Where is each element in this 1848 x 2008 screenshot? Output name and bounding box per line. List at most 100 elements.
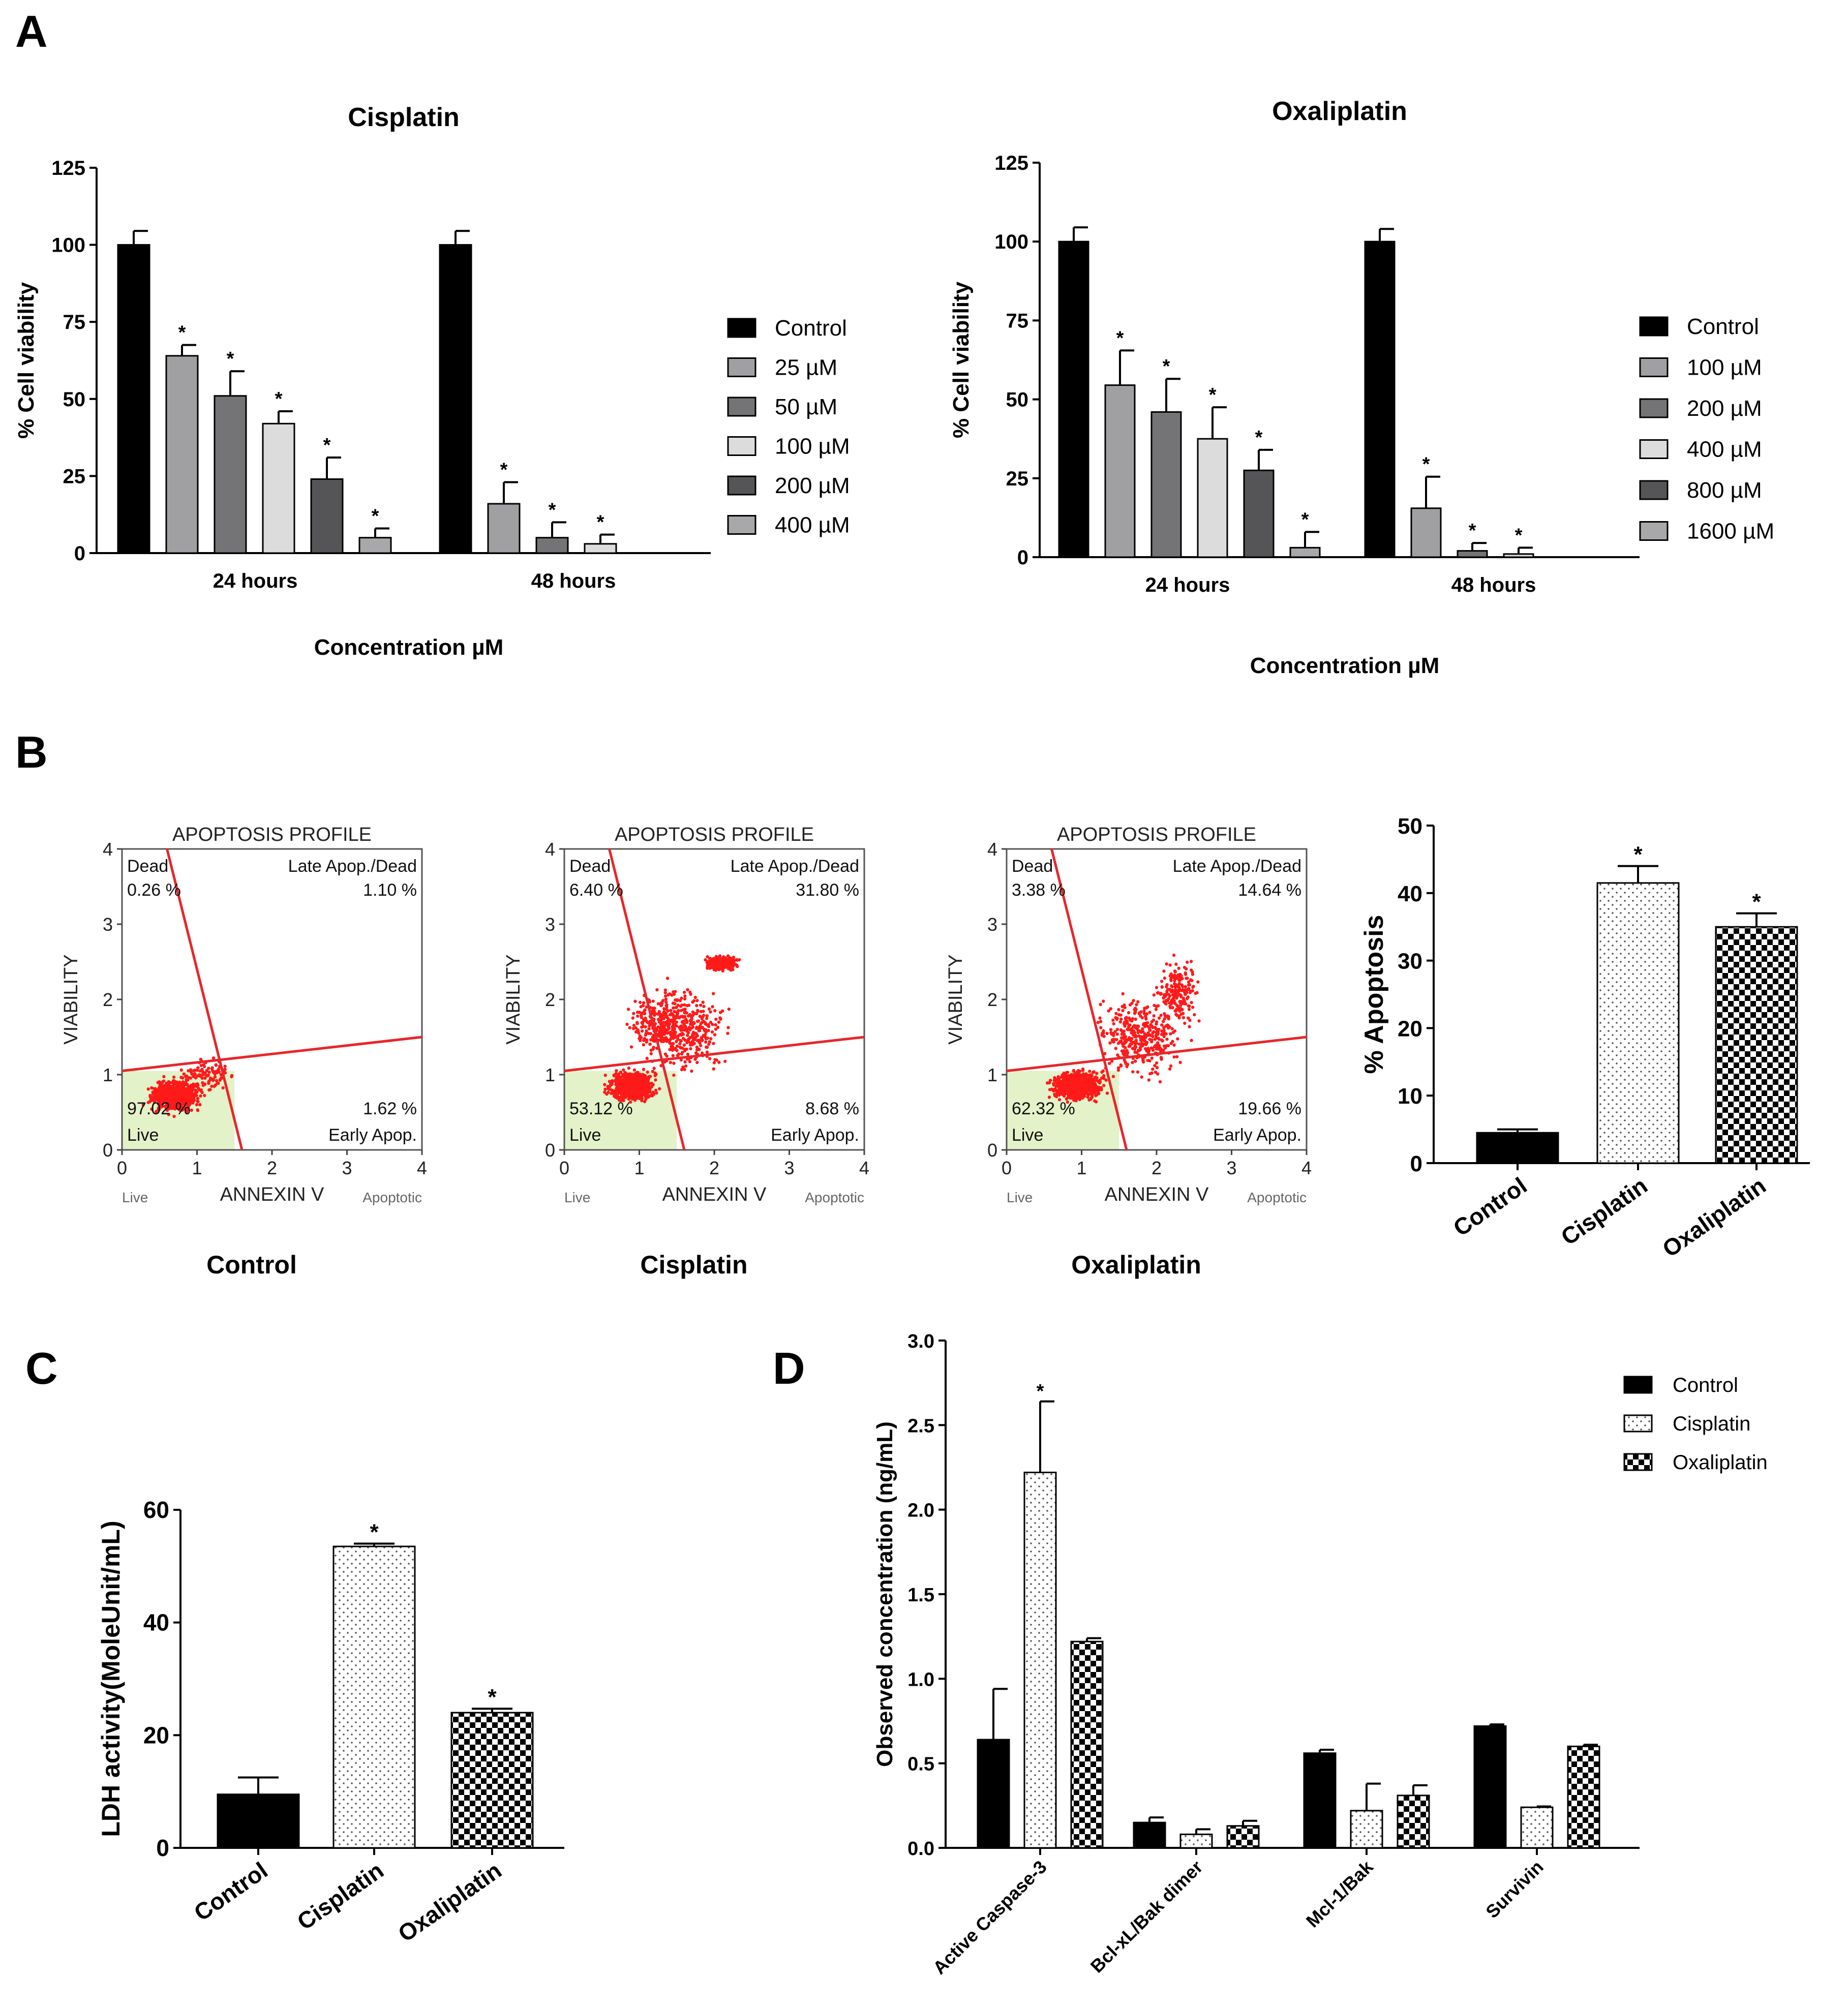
- event-point: [223, 1064, 227, 1068]
- event-point: [664, 1022, 668, 1026]
- event-point: [1048, 1079, 1052, 1082]
- y-tick-label: 0: [74, 542, 85, 565]
- flow-plot-cisplatin: APOPTOSIS PROFILE 00 1 1 2 2 3 3 4 4 VIABILITY ANNE…: [503, 824, 869, 1279]
- event-point: [695, 1060, 699, 1064]
- x-tick-label: 1: [634, 1158, 644, 1178]
- event-point: [728, 958, 732, 961]
- legend-label: 800 µM: [1687, 478, 1762, 503]
- event-point: [1057, 1098, 1062, 1102]
- event-point: [1134, 1035, 1138, 1039]
- bar: [1503, 553, 1534, 558]
- event-point: [198, 1069, 202, 1073]
- event-point: [1188, 1005, 1191, 1008]
- event-point: [203, 1082, 207, 1086]
- significance-mark: *: [597, 512, 604, 533]
- event-point: [649, 1052, 653, 1055]
- event-point: [704, 1040, 708, 1044]
- event-point: [175, 1080, 179, 1084]
- bar: [217, 1793, 300, 1849]
- y-tick-label: 75: [1006, 310, 1029, 332]
- event-point: [643, 1100, 647, 1104]
- event-point: [1125, 1016, 1128, 1019]
- event-point: [1187, 983, 1191, 987]
- event-point: [632, 1082, 637, 1085]
- event-point: [712, 959, 715, 963]
- y-tick-label: 125: [994, 152, 1028, 174]
- event-point: [726, 1026, 730, 1029]
- event-point: [1145, 1041, 1149, 1044]
- event-point: [1133, 1050, 1137, 1054]
- bar: [1567, 1745, 1600, 1849]
- event-point: [1151, 1025, 1155, 1029]
- event-point: [1131, 1017, 1135, 1021]
- event-point: [1141, 1044, 1144, 1048]
- event-point: [1163, 976, 1167, 980]
- legend-swatch: [1639, 439, 1669, 459]
- event-point: [207, 1079, 211, 1083]
- y-tick-label: 0: [156, 1835, 169, 1861]
- bar: [1303, 1752, 1337, 1849]
- x-apoptotic-caption: Apoptotic: [362, 1190, 422, 1205]
- event-point: [1165, 962, 1168, 966]
- event-point: [199, 1089, 203, 1092]
- event-point: [628, 1084, 632, 1088]
- event-point: [683, 1068, 686, 1071]
- event-point: [208, 1088, 212, 1091]
- event-point: [1165, 998, 1168, 1002]
- event-point: [678, 1045, 682, 1049]
- y-tick-label: 2.0: [907, 1500, 934, 1522]
- y-tick-label: 0: [1410, 1151, 1422, 1176]
- x-category-label: Control: [189, 1857, 272, 1926]
- event-point: [640, 1088, 644, 1092]
- event-point: [1186, 1016, 1190, 1020]
- event-point: [637, 1031, 641, 1035]
- event-point: [1100, 1088, 1103, 1091]
- quadrant-live-name: Live: [569, 1125, 601, 1145]
- event-point: [629, 1045, 633, 1049]
- event-point: [615, 1086, 618, 1090]
- legend-label: Control: [1687, 314, 1759, 339]
- event-point: [1088, 1070, 1092, 1073]
- event-point: [646, 1092, 649, 1096]
- event-point: [1141, 1027, 1144, 1031]
- event-point: [712, 1042, 715, 1045]
- event-point: [706, 955, 709, 959]
- significance-mark: *: [1633, 842, 1643, 867]
- significance-mark: *: [1116, 327, 1124, 349]
- bar: [439, 244, 472, 554]
- event-point: [615, 1069, 618, 1073]
- event-point: [1112, 1038, 1116, 1041]
- x-tick-label: 2: [267, 1158, 277, 1178]
- event-point: [1083, 1088, 1087, 1092]
- bar: [1197, 438, 1228, 558]
- event-point: [1138, 1048, 1142, 1051]
- event-point: [669, 1033, 673, 1037]
- significance-mark: *: [275, 388, 283, 410]
- event-point: [1157, 1044, 1161, 1047]
- significance-mark: *: [488, 1685, 497, 1710]
- event-point: [709, 1020, 713, 1024]
- event-point: [165, 1108, 169, 1112]
- y-tick-label: 2: [103, 989, 113, 1010]
- event-point: [1133, 1012, 1137, 1015]
- significance-mark: *: [1209, 384, 1217, 406]
- event-point: [1056, 1081, 1059, 1085]
- quadrant-early-value: 1.62 %: [363, 1099, 417, 1118]
- event-point: [668, 1022, 671, 1026]
- significance-mark: *: [178, 322, 186, 344]
- event-point: [680, 1068, 684, 1072]
- flow-panel-title: APOPTOSIS PROFILE: [172, 824, 372, 845]
- event-point: [185, 1087, 188, 1091]
- event-point: [196, 1108, 199, 1112]
- event-point: [1087, 1074, 1090, 1077]
- bar: [1457, 550, 1488, 558]
- event-point: [635, 1011, 640, 1014]
- x-category-label: 24 hours: [1145, 574, 1230, 596]
- bar: [1715, 926, 1798, 1164]
- event-point: [1059, 1089, 1063, 1093]
- event-point: [674, 1006, 678, 1010]
- flow-plot-oxaliplatin: APOPTOSIS PROFILE 00 1 1 2 2 3 3 4 4 VIABILITY ANNE…: [945, 824, 1312, 1279]
- event-point: [1125, 1064, 1129, 1069]
- event-point: [1102, 1074, 1106, 1078]
- flow-panel-title: APOPTOSIS PROFILE: [1057, 824, 1256, 845]
